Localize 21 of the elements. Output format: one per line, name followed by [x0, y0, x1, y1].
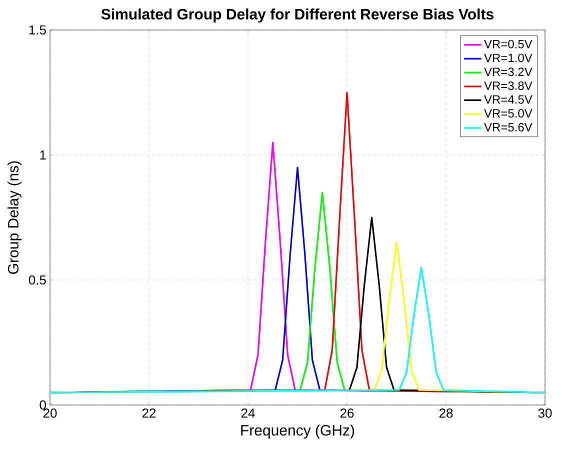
legend-label: VR=4.5V	[484, 95, 532, 104]
y-tick-label: 0	[40, 400, 46, 410]
chart-title: Simulated Group Delay for Different Reverse Bias Volts	[101, 8, 494, 22]
legend-label: VR=3.2V	[484, 68, 532, 76]
line-series	[50, 266, 546, 394]
x-tick-label: 24	[241, 408, 255, 418]
legend-label: VR=3.8V	[484, 81, 532, 90]
x-tick-label: 20	[43, 408, 57, 418]
x-tick-label: 26	[340, 408, 354, 418]
x-tick-label: 22	[142, 408, 156, 418]
legend-label: VR=1.0V	[484, 54, 532, 62]
legend-label: VR=0.5V	[484, 40, 532, 48]
y-axis-title: Group Delay (ns)	[8, 161, 22, 274]
legend-label: VR=5.0V	[484, 109, 532, 118]
y-tick-label: 1.5	[29, 25, 46, 35]
y-tick-label: 0.5	[28, 275, 46, 285]
x-tick-label: 28	[439, 408, 453, 418]
x-tick-label: 30	[538, 408, 552, 418]
x-axis-title: Frequency (GHz)	[241, 424, 354, 439]
y-tick-label: 1	[40, 150, 46, 160]
legend-label: VR=5.6V	[484, 122, 532, 132]
